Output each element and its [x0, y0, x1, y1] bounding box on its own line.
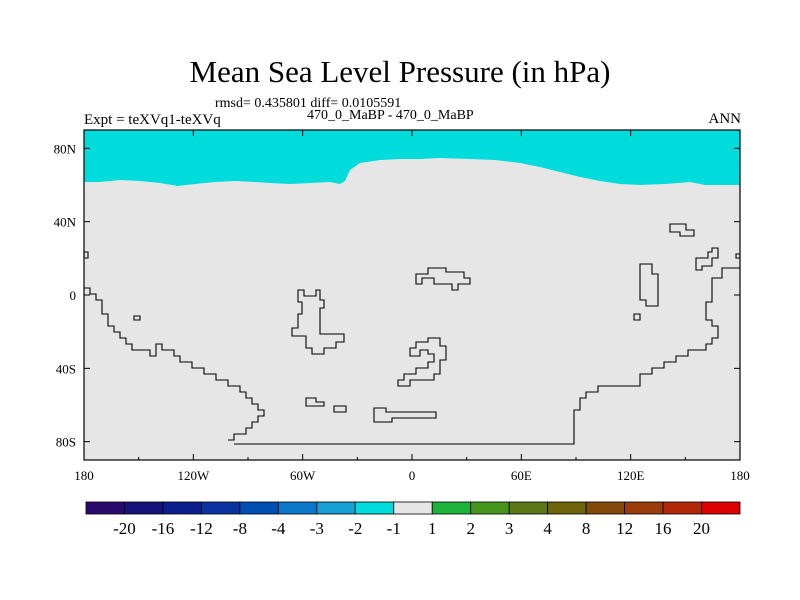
colorbar-swatch [585, 501, 625, 515]
australia-west [639, 263, 659, 307]
colorbar: -20 -16 -12 -8 -4 -3 -2 -1 1 2 3 4 8 12 16 20 [85, 501, 741, 538]
colorbar-label: -20 [113, 519, 136, 538]
colorbar-swatch [277, 501, 318, 515]
y-tick-label: 40N [54, 215, 77, 230]
southern-lake [291, 289, 345, 355]
y-tick-label: 40S [56, 361, 76, 376]
colorbar-swatch [354, 501, 395, 515]
season-label: ANN [708, 111, 742, 127]
x-tick-label: 0 [409, 468, 416, 483]
south-pole-coast [234, 267, 740, 445]
colorbar-label: -2 [348, 519, 362, 538]
colorbar-swatch [431, 501, 472, 515]
colorbar-swatch [470, 501, 510, 515]
run-label: 470_0_MaBP - 470_0_MaBP [307, 108, 474, 123]
colorbar-label: -1 [387, 519, 401, 538]
colorbar-swatch [85, 501, 125, 515]
chart-title: Mean Sea Level Pressure (in hPa) [189, 54, 611, 89]
colorbar-label: 3 [505, 519, 514, 538]
x-tick-label: 60E [511, 468, 532, 483]
colorbar-swatch [547, 501, 587, 515]
y-tick-label: 80N [54, 141, 77, 156]
x-tick-label: 120W [177, 468, 210, 483]
colorbar-swatch [662, 501, 702, 515]
stats-label: rmsd= 0.435801 diff= 0.0105591 [215, 96, 402, 111]
colorbar-label: -3 [310, 519, 324, 538]
islet-1 [133, 315, 141, 321]
islet-3 [305, 397, 325, 407]
northern-anomaly-band [84, 130, 740, 186]
colorbar-label: 20 [693, 519, 710, 538]
colorbar-label: 12 [616, 519, 633, 538]
x-tick-label: 180 [730, 468, 750, 483]
colorbar-swatch [239, 501, 279, 515]
colorbar-swatch [201, 501, 241, 515]
colorbar-label: -4 [271, 519, 286, 538]
colorbar-label: 2 [466, 519, 475, 538]
colorbar-label: 16 [655, 519, 672, 538]
colorbar-label: 8 [582, 519, 591, 538]
colorbar-swatch [624, 501, 664, 515]
east-coast-piece [695, 247, 719, 271]
x-tick-label: 60W [290, 468, 316, 483]
y-tick-label: 80S [56, 435, 76, 450]
colorbar-swatch [316, 501, 356, 515]
colorbar-label: -8 [233, 519, 247, 538]
africa-fragment [415, 267, 471, 291]
colorbar-swatch [393, 501, 433, 515]
colorbar-swatch [508, 501, 549, 515]
y-tick-label: 0 [70, 288, 77, 303]
x-axis: 180 120W 60W 0 60E 120E 180 [74, 130, 750, 483]
colorbar-label: 4 [543, 519, 552, 538]
colorbar-label: 1 [428, 519, 437, 538]
colorbar-swatch [701, 501, 741, 515]
map-plot [83, 129, 741, 461]
americas-coast [84, 287, 265, 441]
colorbar-swatch [162, 501, 202, 515]
islet-4 [333, 405, 347, 413]
indian-ocean-loop [397, 337, 447, 387]
pacific-island [669, 223, 695, 237]
map-background [84, 130, 740, 460]
contour-lines [83, 223, 741, 445]
colorbar-label: -16 [152, 519, 175, 538]
colorbar-label: -12 [190, 519, 213, 538]
ice-shelf [373, 407, 437, 423]
experiment-label: Expt = teXVq1-teXVq [84, 112, 221, 128]
islet-2 [633, 313, 641, 321]
x-tick-label: 120E [617, 468, 645, 483]
y-axis: 80N 40N 0 40S 80S [54, 141, 740, 450]
colorbar-swatch [124, 501, 164, 515]
x-tick-label: 180 [74, 468, 94, 483]
